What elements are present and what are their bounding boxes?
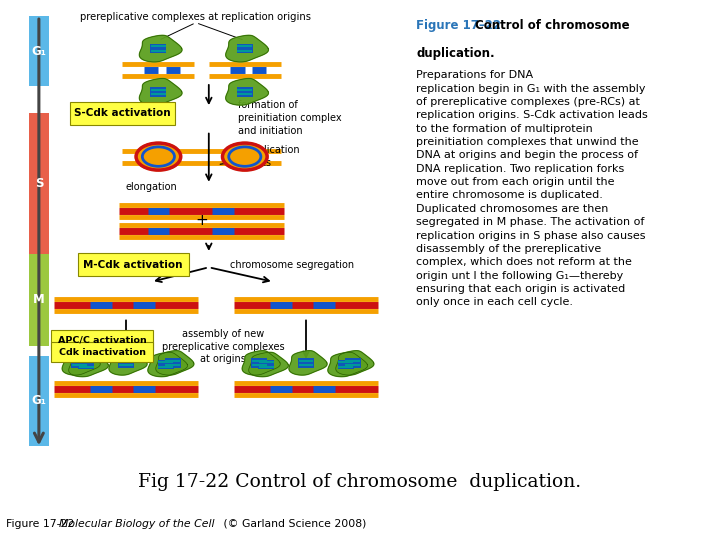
FancyBboxPatch shape (29, 254, 49, 346)
Text: (© Garland Science 2008): (© Garland Science 2008) (220, 519, 366, 529)
FancyBboxPatch shape (29, 16, 49, 86)
Text: Figure 17-22: Figure 17-22 (6, 519, 81, 529)
Polygon shape (226, 78, 269, 105)
FancyBboxPatch shape (237, 87, 253, 97)
Text: M: M (33, 293, 45, 306)
Text: chromosome segregation: chromosome segregation (230, 260, 354, 269)
FancyBboxPatch shape (258, 360, 274, 369)
FancyBboxPatch shape (251, 358, 267, 368)
FancyBboxPatch shape (71, 358, 87, 368)
Text: duplication.: duplication. (416, 47, 495, 60)
Polygon shape (140, 35, 182, 62)
Polygon shape (328, 352, 367, 377)
Text: formation of
preinitiation complex
and initiation: formation of preinitiation complex and i… (238, 100, 341, 136)
Text: +: + (195, 213, 208, 228)
FancyBboxPatch shape (118, 358, 134, 368)
FancyBboxPatch shape (298, 358, 314, 368)
Text: M-Cdk activation: M-Cdk activation (84, 260, 183, 269)
Text: Fig 17-22 Control of chromosome  duplication.: Fig 17-22 Control of chromosome duplicat… (138, 472, 582, 491)
Ellipse shape (222, 143, 267, 170)
Text: S: S (35, 177, 43, 190)
Polygon shape (226, 35, 269, 62)
Text: Preparations for DNA
replication begin in G₁ with the assembly
of prereplicative: Preparations for DNA replication begin i… (416, 70, 648, 307)
Text: G₁: G₁ (32, 45, 46, 58)
Polygon shape (336, 350, 374, 375)
FancyBboxPatch shape (51, 330, 153, 350)
Polygon shape (148, 352, 187, 377)
Polygon shape (109, 350, 147, 375)
FancyBboxPatch shape (158, 360, 174, 369)
Polygon shape (289, 350, 327, 375)
Text: elongation: elongation (125, 182, 177, 192)
Text: Control of chromosome: Control of chromosome (475, 19, 630, 32)
FancyBboxPatch shape (237, 44, 253, 53)
Text: APC/C activation: APC/C activation (58, 336, 147, 345)
Text: Molecular Biology of the Cell: Molecular Biology of the Cell (59, 519, 215, 529)
FancyBboxPatch shape (29, 113, 49, 254)
Polygon shape (248, 352, 288, 377)
Text: replication
forks: replication forks (248, 145, 300, 168)
FancyBboxPatch shape (338, 360, 354, 369)
FancyBboxPatch shape (165, 358, 181, 368)
Text: Figure 17–22: Figure 17–22 (416, 19, 505, 32)
Polygon shape (68, 352, 108, 377)
Polygon shape (156, 350, 194, 375)
FancyBboxPatch shape (78, 253, 189, 276)
Text: G₁: G₁ (32, 394, 46, 407)
Polygon shape (242, 350, 280, 375)
Polygon shape (62, 350, 100, 375)
FancyBboxPatch shape (345, 358, 361, 368)
Polygon shape (140, 78, 182, 105)
FancyBboxPatch shape (51, 342, 153, 362)
FancyBboxPatch shape (150, 44, 166, 53)
Text: assembly of new
prereplicative complexes
at origins: assembly of new prereplicative complexes… (162, 329, 284, 365)
Text: prereplicative complexes at replication origins: prereplicative complexes at replication … (81, 11, 311, 22)
FancyBboxPatch shape (150, 87, 166, 97)
FancyBboxPatch shape (78, 360, 94, 369)
Text: S-Cdk activation: S-Cdk activation (74, 109, 171, 118)
Text: Cdk inactivation: Cdk inactivation (59, 348, 145, 356)
Ellipse shape (136, 143, 181, 170)
FancyBboxPatch shape (70, 102, 175, 125)
FancyBboxPatch shape (29, 356, 49, 446)
